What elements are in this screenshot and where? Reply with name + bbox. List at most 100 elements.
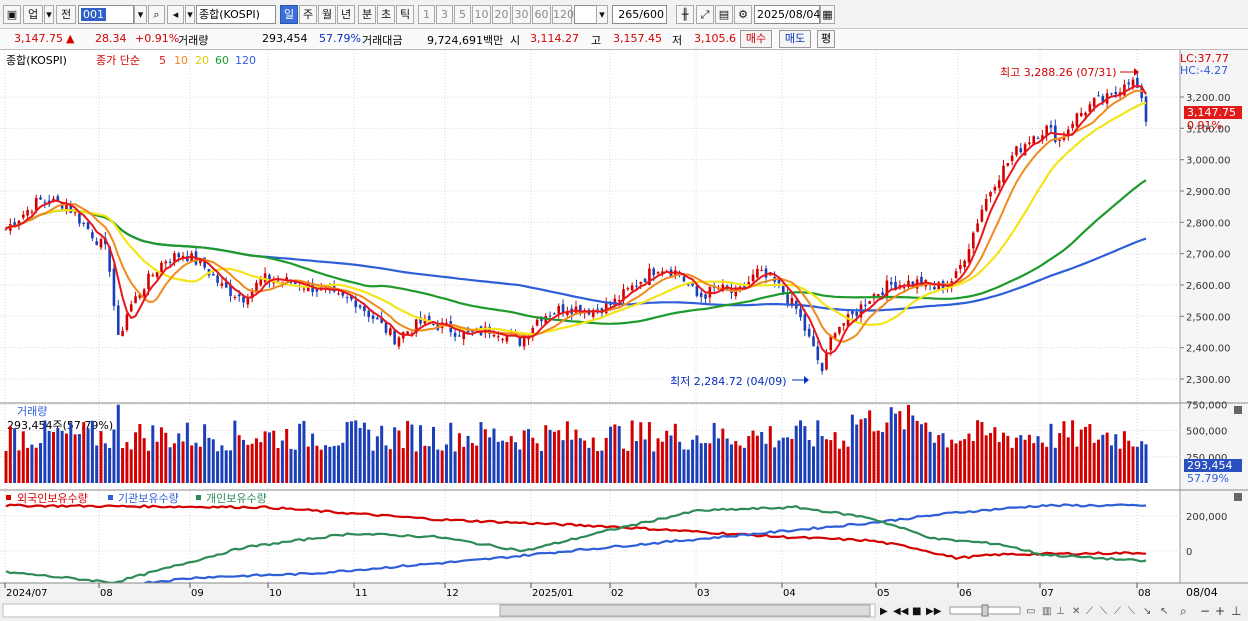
tool-box-icon[interactable]: ▭ [1026,606,1035,617]
holdings-panel-close-icon[interactable] [1234,493,1242,501]
buy-button[interactable]: 매수 [740,30,772,48]
candle-body [920,276,923,287]
up-sector-button[interactable]: 업 [23,5,43,24]
prev-button[interactable]: 전 [56,5,76,24]
tool-diag-2-icon[interactable]: ⟍ [1100,606,1107,617]
volume-bar [488,437,492,483]
candle-body [553,313,556,315]
layout-icon[interactable]: ▣ [3,5,21,24]
multiple-5-button[interactable]: 5 [454,5,471,24]
chart-area[interactable]: 종합(KOSPI) 종가 단순 5 10 20 60 120 최고 3,288.… [0,50,1248,621]
multiple-120-button[interactable]: 120 [552,5,574,24]
x-tick-label: 06 [959,588,972,599]
current-price: 3,147.75 [14,32,63,45]
sell-button[interactable]: 매도 [779,30,811,48]
multiple-10-button[interactable]: 10 [472,5,491,24]
volume-bar [250,443,254,483]
volume-label: 거래량 [178,34,209,47]
calendar-icon[interactable]: ▦ [820,5,835,24]
candle-body [199,259,202,264]
gear-icon[interactable]: ⚙ [734,5,752,24]
volume-bar [311,433,315,483]
candle-body [1144,96,1148,122]
volume-panel-close-icon[interactable] [1234,406,1242,414]
period-second-button[interactable]: 초 [377,5,395,24]
candle-body [855,311,858,316]
code-dropdown-icon[interactable]: ▾ [134,5,147,24]
period-minute-button[interactable]: 분 [358,5,376,24]
volume-bar [159,427,163,483]
multiple-3-button[interactable]: 3 [436,5,453,24]
scrollbar-thumb[interactable] [499,604,871,617]
period-day-button[interactable]: 일 [280,5,298,24]
price-tick-label: 2,800.00 [1186,218,1231,229]
zoom-slider-handle[interactable] [981,604,989,617]
volume-bar [820,436,824,483]
multiple-20-button[interactable]: 20 [492,5,511,24]
multiple-60-button[interactable]: 60 [532,5,551,24]
holdings-panel[interactable]: 외국인보유수량 기관보유수량 개인보유수량 200,000 0 [5,492,1242,590]
price-info-bar: 3,147.75 ▲ 28.34 +0.91% 거래량 293,454 57.7… [0,29,1248,50]
more-icon[interactable]: ⊥ [1231,604,1241,618]
volume-bar [863,418,867,483]
date-input[interactable]: 2025/08/04 [754,5,820,24]
ma5-label: 5 [159,54,166,67]
rewind-icon[interactable]: ◀◀ [893,606,909,617]
price-panel[interactable]: 종합(KOSPI) 종가 단순 5 10 20 60 120 최고 3,288.… [4,52,1242,388]
candle-body [933,286,936,290]
candle-body [419,317,422,324]
tool-cross-icon[interactable]: ✕ [1072,606,1080,617]
candle-body [56,196,60,201]
candle-body [630,285,634,291]
stop-icon[interactable]: ■ [912,606,921,617]
period-tick-button[interactable]: 틱 [396,5,414,24]
volume-bar [60,430,64,483]
volume-panel[interactable]: 거래량 293,454주(57.79%) 750,000 500,000 250,0… [4,400,1243,485]
eval-button[interactable]: 평 [817,30,835,48]
zoom-out-icon[interactable]: − [1200,604,1210,618]
candle-body [1066,129,1070,137]
save-icon[interactable]: ▤ [715,5,733,24]
volume-bar [583,440,587,483]
candle-body [622,289,625,301]
period-year-button[interactable]: 년 [337,5,355,24]
scroll-right-icon[interactable]: ▶ [880,606,888,617]
fast-forward-icon[interactable]: ▶▶ [926,606,942,617]
tool-pin-icon[interactable]: ⊥ [1056,606,1065,617]
period-week-button[interactable]: 주 [299,5,317,24]
multiple-dropdown-icon[interactable]: ▾ [596,5,608,24]
multiple-1-button[interactable]: 1 [418,5,435,24]
volume-bar [69,422,73,483]
volume-bar [427,446,431,483]
tool-diag-4-icon[interactable]: ⟍ [1128,606,1135,617]
tool-cursor-icon[interactable]: ↖ [1160,606,1168,617]
tool-diag-3-icon[interactable]: ⟋ [1114,606,1121,617]
candle-body [1002,165,1005,183]
code-input[interactable]: 001 [78,5,134,24]
volume-bar [535,443,539,483]
volume-bar [254,438,258,483]
draw-tool-icon[interactable]: ⤢ [696,5,714,24]
candle-type-icon[interactable]: ╫ [676,5,694,24]
volume-bar [941,433,945,483]
tool-bars-icon[interactable]: ▥ [1042,606,1051,617]
tool-arrow-icon[interactable]: ↘ [1143,606,1151,617]
tool-diag-1-icon[interactable]: ⟋ [1086,606,1093,617]
x-tick-label: 08 [1138,588,1151,599]
candle-body [134,296,137,304]
count-input[interactable]: 265/600 [612,5,667,24]
volume-bar [1049,423,1053,483]
volume-bar [220,445,224,483]
volume-bar [898,411,902,483]
volume-bar [151,425,155,483]
volume-bar [846,446,850,483]
zoom-search-icon[interactable]: ⌕ [1180,604,1187,618]
period-month-button[interactable]: 월 [318,5,336,24]
candle-body [786,294,789,304]
speaker-icon[interactable]: ◂ [167,5,184,24]
sector-dropdown-icon[interactable]: ▾ [44,5,54,24]
zoom-in-icon[interactable]: + [1215,604,1225,618]
search-icon[interactable]: ⌕ [148,5,165,24]
speaker-dropdown-icon[interactable]: ▾ [185,5,195,24]
multiple-30-button[interactable]: 30 [512,5,531,24]
